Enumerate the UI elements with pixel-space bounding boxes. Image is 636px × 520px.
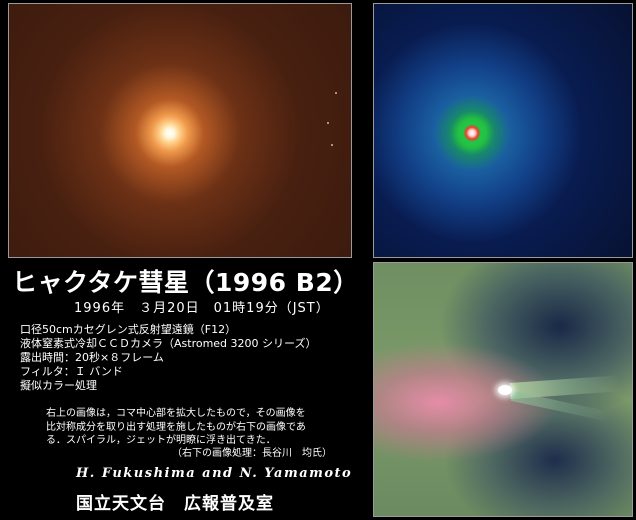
page-title: ヒャクタケ彗星（1996 B2） (12, 268, 359, 297)
star-speck (327, 122, 329, 124)
jet-stream (510, 391, 611, 422)
authors: H. Fukushima and N. Yamamoto (76, 466, 353, 481)
spec-filter: フィルタ：Ｉ バンド (20, 365, 123, 378)
spec-telescope: 口径50cmカセグレン式反射望遠鏡（F12） (20, 323, 237, 336)
spec-processing: 擬似カラー処理 (20, 379, 97, 392)
observation-datetime: 1996年 ３月20日 01時19分（JST） (74, 301, 330, 316)
description-line: 比対称成分を取り出す処理を施したものが右下の画像であ (46, 422, 306, 433)
nucleus (498, 385, 512, 395)
description-line: 右上の画像は，コマ中心部を拡大したもので，その画像を (46, 408, 306, 419)
star-speck (335, 92, 337, 94)
description-line: る．スパイラル，ジェットが明瞭に浮き出てきた． (46, 435, 276, 446)
star-speck (331, 144, 333, 146)
spec-exposure: 露出時間：20秒×８フレーム (20, 351, 164, 364)
description-credit: （右下の画像処理：長谷川 均氏） (172, 448, 332, 459)
observatory-name: 国立天文台 広報普及室 (76, 494, 274, 514)
coma-center-image (373, 3, 633, 258)
processed-jet-image (373, 262, 633, 517)
comet-wide-image (8, 3, 352, 258)
spec-camera: 液体窒素式冷却ＣＣＤカメラ（Astromed 3200 シリーズ） (20, 337, 317, 350)
